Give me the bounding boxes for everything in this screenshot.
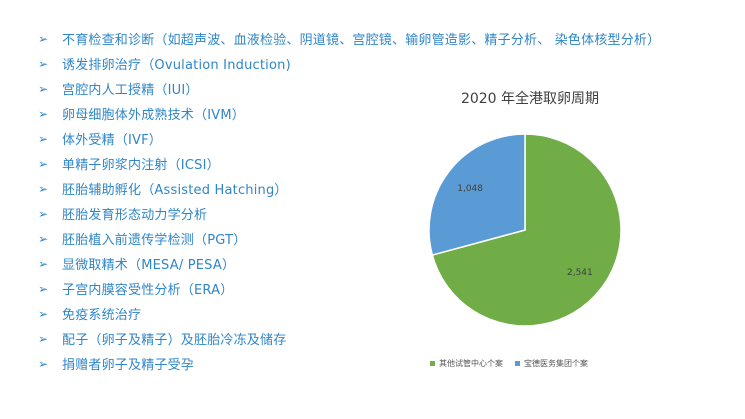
bullet-arrow-icon: ➢ [38, 131, 49, 146]
service-text: 配子（卵子及精子）及胚胎冷冻及储存 [62, 333, 287, 348]
legend-swatch-other-centers [430, 361, 435, 366]
service-text: 单精子卵浆内注射（ICSI） [62, 158, 220, 173]
service-item: ➢ 卵母细胞体外成熟技术（IVM） [38, 101, 660, 126]
service-item: ➢ 体外受精（IVF） [38, 126, 660, 151]
service-text: 捐赠者卵子及精子受孕 [62, 358, 195, 373]
service-item: ➢ 显微取精术（MESA/ PESA） [38, 251, 660, 276]
bullet-arrow-icon: ➢ [38, 281, 49, 296]
pie-slice-1 [428, 133, 526, 256]
service-item: ➢ 胚胎辅助孵化（Assisted Hatching） [38, 176, 660, 201]
service-text: 免疫系统治疗 [62, 308, 142, 323]
bullet-arrow-icon: ➢ [38, 231, 49, 246]
bullet-arrow-icon: ➢ [38, 206, 49, 221]
service-text: 显微取精术（MESA/ PESA） [62, 258, 236, 273]
bullet-arrow-icon: ➢ [38, 181, 49, 196]
bullet-arrow-icon: ➢ [38, 306, 49, 321]
bullet-arrow-icon: ➢ [38, 356, 49, 371]
service-text: 不育检查和诊断（如超声波、血液检验、阴道镜、宫腔镜、输卵管造影、精子分析、 染色… [62, 33, 661, 48]
legend-label-other-centers: 其他试管中心个案 [439, 359, 503, 368]
service-text: 胚胎发育形态动力学分析 [62, 208, 208, 223]
pie-data-label-1: 1,048 [457, 184, 483, 194]
bullet-arrow-icon: ➢ [38, 106, 49, 121]
service-item: ➢ 子宫内膜容受性分析（ERA） [38, 276, 660, 301]
service-text: 胚胎辅助孵化（Assisted Hatching） [62, 183, 288, 198]
service-item: ➢ 胚胎发育形态动力学分析 [38, 201, 660, 226]
bullet-arrow-icon: ➢ [38, 31, 49, 46]
bullet-arrow-icon: ➢ [38, 156, 49, 171]
service-text: 宫腔内人工授精（IUI） [62, 83, 199, 98]
service-item: ➢ 宫腔内人工授精（IUI） [38, 76, 660, 101]
service-text: 体外受精（IVF） [62, 133, 163, 148]
pie-slice-0 [431, 133, 622, 327]
chart-title: 2020 年全港取卵周期 [460, 91, 600, 107]
pie-chart-svg: 2,541 1,048 [428, 133, 622, 327]
service-item: ➢ 诱发排卵治疗（Ovulation Induction) [38, 51, 660, 76]
service-item: ➢ 配子（卵子及精子）及胚胎冷冻及储存 [38, 326, 660, 351]
pie-chart: 2020 年全港取卵周期 2,541 1,048 其他试管中心个案 宝德医务集团个… [400, 80, 730, 380]
service-text: 胚胎植入前遗传学检测（PGT） [62, 233, 247, 248]
service-text: 卵母细胞体外成熟技术（IVM） [62, 108, 245, 123]
pie-data-label-0: 2,541 [567, 268, 593, 278]
bullet-arrow-icon: ➢ [38, 56, 49, 71]
service-item: ➢ 不育检查和诊断（如超声波、血液检验、阴道镜、宫腔镜、输卵管造影、精子分析、 染… [38, 26, 660, 51]
legend-item-pado-group: 宝德医务集团个案 [515, 358, 588, 369]
bullet-arrow-icon: ➢ [38, 331, 49, 346]
service-text: 诱发排卵治疗（Ovulation Induction) [62, 58, 291, 73]
service-item: ➢ 捐赠者卵子及精子受孕 [38, 351, 660, 376]
legend-label-pado-group: 宝德医务集团个案 [524, 359, 588, 368]
legend-swatch-pado-group [515, 361, 520, 366]
service-item: ➢ 单精子卵浆内注射（ICSI） [38, 151, 660, 176]
service-text: 子宫内膜容受性分析（ERA） [62, 283, 234, 298]
bullet-arrow-icon: ➢ [38, 256, 49, 271]
services-list: ➢ 不育检查和诊断（如超声波、血液检验、阴道镜、宫腔镜、输卵管造影、精子分析、 染… [38, 26, 660, 376]
chart-legend: 其他试管中心个案 宝德医务集团个案 [430, 358, 588, 369]
service-item: ➢ 免疫系统治疗 [38, 301, 660, 326]
legend-item-other-centers: 其他试管中心个案 [430, 358, 503, 369]
service-item: ➢ 胚胎植入前遗传学检测（PGT） [38, 226, 660, 251]
bullet-arrow-icon: ➢ [38, 81, 49, 96]
